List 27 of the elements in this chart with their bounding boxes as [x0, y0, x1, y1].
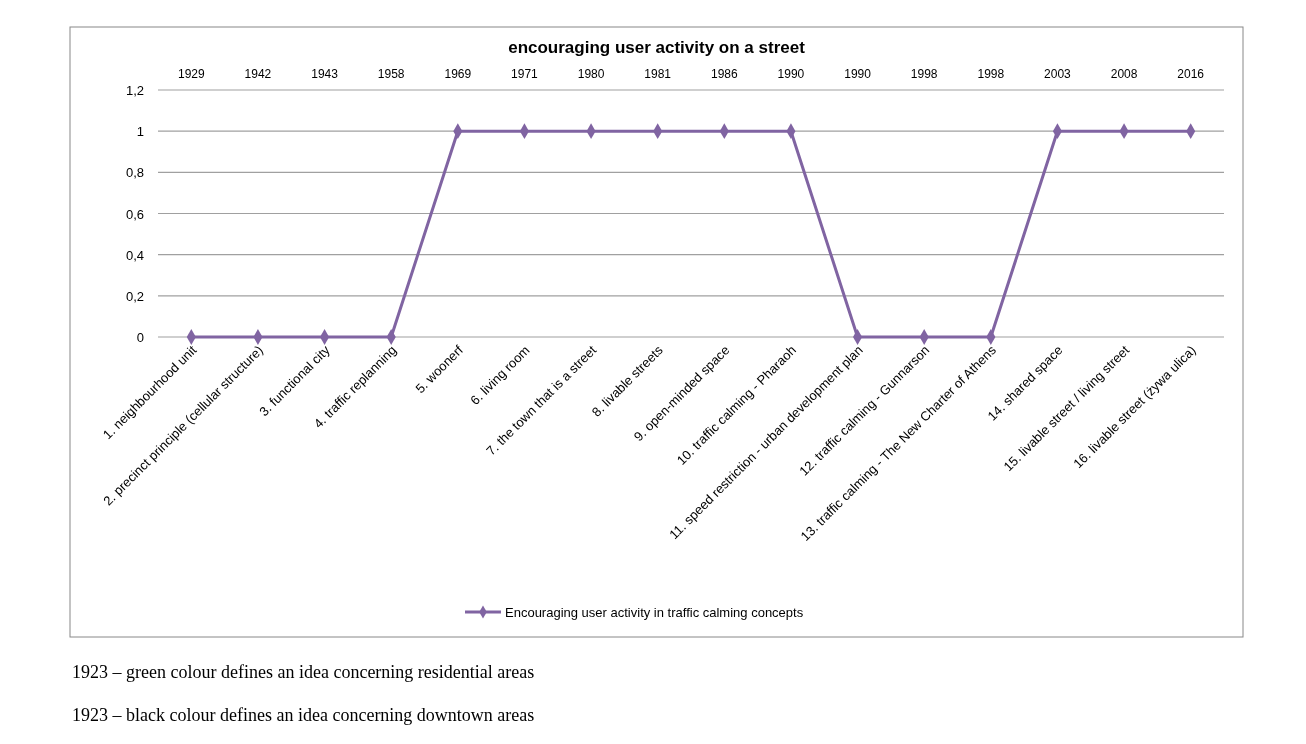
y-tick-label: 1 [136, 124, 144, 140]
text: 2016 [1177, 67, 1205, 81]
legend-label: Encouraging user activity in traffic calming concepts [505, 604, 804, 620]
text: 2008 [1110, 67, 1138, 81]
y-tick-label: 0,6 [125, 206, 144, 222]
y-tick-label: 0,8 [125, 165, 144, 181]
text: 1986 [710, 67, 738, 81]
text: 1980 [577, 67, 605, 81]
text: 1943 [311, 67, 339, 81]
text: 1990 [844, 67, 872, 81]
text: 2003 [1044, 67, 1072, 81]
text: 1998 [977, 67, 1005, 81]
y-tick-label: 0,2 [125, 288, 144, 304]
text: 1923 – black colour defines an idea concerning downtown areas [72, 705, 535, 725]
y-tick-label: 1,2 [125, 83, 144, 98]
text: 1998 [910, 67, 938, 81]
y-tick-label: 0,4 [125, 247, 144, 263]
y-tick-label: 0 [136, 330, 144, 345]
chart-title: encouraging user activity on a street [508, 38, 806, 57]
text: 1990 [777, 67, 805, 81]
text: 1942 [244, 67, 272, 81]
text: 1929 [177, 67, 205, 81]
text: 1958 [377, 67, 405, 81]
text: 1971 [511, 67, 539, 81]
text: 1923 – green colour defines an idea concerning residential areas [72, 662, 535, 682]
text: 1969 [444, 67, 472, 81]
text: 1981 [644, 67, 672, 81]
